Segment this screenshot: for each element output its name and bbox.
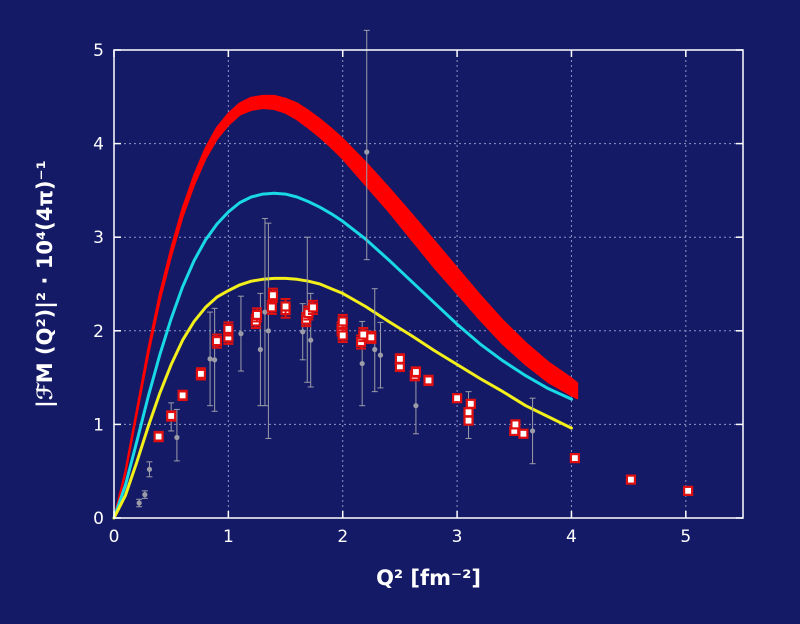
y-tick-label: 1	[93, 415, 104, 435]
x-tick-label: 1	[223, 527, 234, 547]
square-data-series	[153, 287, 694, 496]
x-tick-label: 3	[452, 527, 463, 547]
square-point	[394, 353, 406, 364]
y-tick-label: 0	[93, 509, 104, 529]
x-axis-label: Q² [fm⁻²]	[376, 566, 481, 590]
y-tick-label: 5	[93, 41, 104, 61]
gray-point	[142, 492, 148, 498]
square-point	[366, 332, 377, 343]
square-point	[223, 323, 234, 335]
gray-point	[529, 428, 536, 434]
square-point	[510, 419, 521, 430]
gray-point	[372, 346, 378, 353]
square-point	[569, 452, 580, 464]
axis-ticks: 0 1 2 3 4 5 0 1 2 3 4 5	[93, 41, 743, 547]
square-point	[251, 309, 263, 320]
gray-point	[257, 346, 263, 353]
grid-lines	[114, 50, 743, 518]
gray-point	[300, 329, 306, 335]
square-point	[166, 410, 177, 422]
square-point	[451, 393, 463, 404]
plot-frame	[113, 49, 744, 519]
gray-point	[136, 500, 142, 506]
gray-point	[238, 331, 244, 337]
y-axis-label: |ℱM (Q²)|² · 10⁴(4π)⁻¹	[33, 160, 58, 408]
cyan-curve	[112, 191, 573, 520]
red-band-series	[113, 94, 579, 519]
gray-point	[212, 357, 218, 363]
gray-point	[364, 149, 370, 155]
yellow-curve	[112, 276, 573, 520]
gray-point	[174, 434, 180, 441]
y-tick-label: 3	[93, 228, 104, 248]
square-point	[625, 474, 637, 485]
y-tick-label: 2	[93, 322, 104, 342]
gray-point	[265, 328, 271, 334]
square-point	[423, 375, 434, 386]
curve-series	[112, 191, 573, 520]
square-point	[463, 407, 474, 418]
square-point	[518, 428, 529, 439]
square-point	[177, 390, 188, 401]
square-point	[153, 431, 164, 442]
gray-point	[207, 356, 213, 362]
gray-point	[146, 466, 153, 472]
y-tick-label: 4	[93, 135, 104, 155]
gray-point	[413, 403, 419, 409]
square-point	[465, 398, 476, 409]
square-point	[337, 330, 348, 341]
square-point	[337, 316, 348, 327]
gray-point	[377, 352, 384, 358]
square-point	[267, 290, 279, 301]
square-point	[410, 366, 422, 378]
x-tick-label: 5	[680, 527, 691, 547]
square-point	[683, 485, 694, 496]
gray-point	[359, 360, 365, 367]
x-tick-label: 0	[109, 527, 120, 547]
x-tick-label: 2	[337, 527, 348, 547]
gray-point	[308, 337, 314, 343]
gray-point	[262, 309, 268, 315]
square-point	[463, 415, 474, 426]
square-point	[195, 368, 207, 379]
square-point	[211, 335, 223, 347]
gray-data-series	[136, 29, 536, 508]
square-point	[307, 302, 319, 313]
red-band	[113, 94, 579, 519]
x-tick-label: 4	[566, 527, 577, 547]
square-point	[266, 302, 277, 313]
square-point	[280, 301, 291, 312]
square-point	[358, 329, 369, 340]
